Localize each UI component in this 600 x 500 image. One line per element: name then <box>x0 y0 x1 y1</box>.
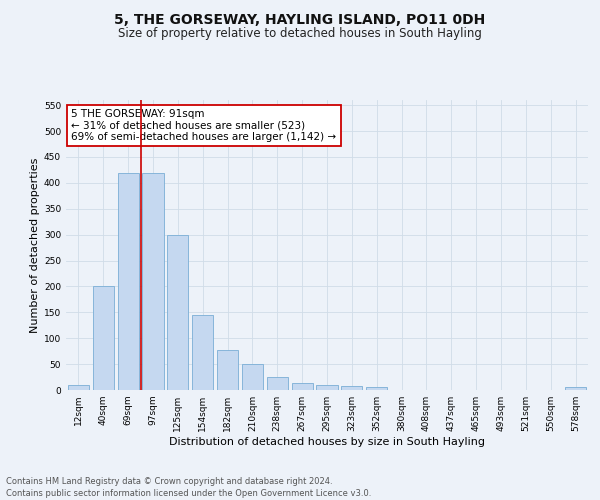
Bar <box>242 364 263 390</box>
Bar <box>565 388 586 390</box>
Bar <box>292 384 313 390</box>
Bar <box>142 172 164 390</box>
Bar <box>93 286 114 390</box>
Bar <box>341 386 362 390</box>
Bar <box>316 385 338 390</box>
Bar <box>118 172 139 390</box>
Text: Size of property relative to detached houses in South Hayling: Size of property relative to detached ho… <box>118 28 482 40</box>
Bar <box>192 315 213 390</box>
Bar <box>267 377 288 390</box>
Bar <box>167 234 188 390</box>
Text: 5 THE GORSEWAY: 91sqm
← 31% of detached houses are smaller (523)
69% of semi-det: 5 THE GORSEWAY: 91sqm ← 31% of detached … <box>71 108 337 142</box>
Bar <box>68 385 89 390</box>
Text: Contains HM Land Registry data © Crown copyright and database right 2024.
Contai: Contains HM Land Registry data © Crown c… <box>6 476 371 498</box>
Bar <box>217 350 238 390</box>
X-axis label: Distribution of detached houses by size in South Hayling: Distribution of detached houses by size … <box>169 437 485 447</box>
Y-axis label: Number of detached properties: Number of detached properties <box>30 158 40 332</box>
Bar <box>366 388 387 390</box>
Text: 5, THE GORSEWAY, HAYLING ISLAND, PO11 0DH: 5, THE GORSEWAY, HAYLING ISLAND, PO11 0D… <box>115 12 485 26</box>
